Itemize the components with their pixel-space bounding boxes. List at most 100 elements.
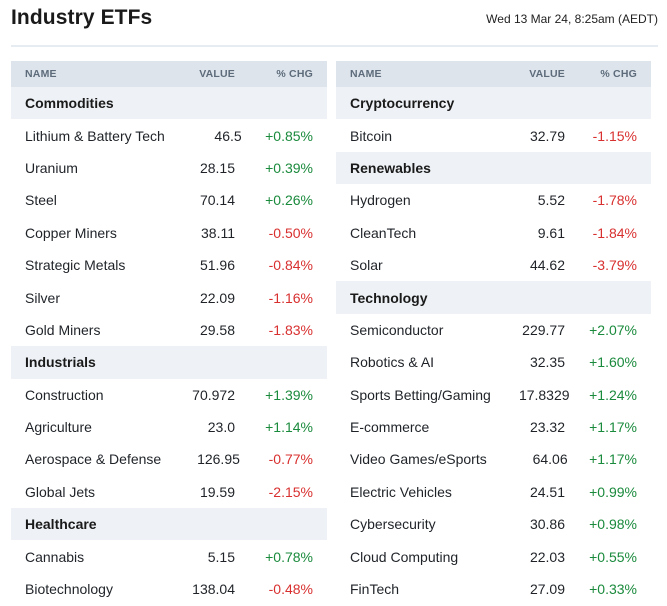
etf-value: 5.15 bbox=[207, 548, 235, 565]
table-row[interactable]: Uranium 28.15 +0.39% bbox=[11, 152, 327, 184]
etf-name[interactable]: Construction bbox=[25, 386, 104, 403]
table-header: NAME VALUE % CHG bbox=[11, 61, 327, 87]
table-row[interactable]: Sports Betting/Gaming 17.8329 +1.24% bbox=[336, 379, 651, 411]
etf-value: 28.15 bbox=[199, 159, 235, 176]
etf-name[interactable]: Steel bbox=[25, 192, 57, 209]
table-row[interactable]: Bitcoin 32.79 -1.15% bbox=[336, 119, 651, 151]
etf-change: +1.60% bbox=[589, 354, 637, 371]
etf-name[interactable]: Sports Betting/Gaming bbox=[350, 386, 491, 403]
etf-change: +1.24% bbox=[589, 386, 637, 403]
etf-name[interactable]: Silver bbox=[25, 289, 61, 306]
table-row[interactable]: Copper Miners 38.11 -0.50% bbox=[11, 217, 327, 249]
table-row[interactable]: Electric Vehicles 24.51 +0.99% bbox=[336, 476, 651, 508]
etf-name[interactable]: FinTech bbox=[350, 581, 400, 598]
etf-change: -0.48% bbox=[268, 581, 313, 598]
table-row[interactable]: Agriculture 23.0 +1.14% bbox=[11, 411, 327, 443]
etf-name[interactable]: Electric Vehicles bbox=[350, 483, 452, 500]
table-row[interactable]: Hydrogen 5.52 -1.78% bbox=[336, 184, 651, 216]
etf-value: 9.61 bbox=[537, 224, 565, 241]
etf-change: -2.15% bbox=[268, 483, 313, 500]
etf-name[interactable]: Solar bbox=[350, 257, 383, 274]
table-row[interactable]: Biotechnology 138.04 -0.48% bbox=[11, 573, 327, 605]
etf-value: 126.95 bbox=[197, 451, 240, 468]
table-row[interactable]: Semiconductor 229.77 +2.07% bbox=[336, 314, 651, 346]
etf-name[interactable]: Cannabis bbox=[25, 548, 85, 565]
table-row[interactable]: Robotics & AI 32.35 +1.60% bbox=[336, 346, 651, 378]
table-row[interactable]: Aerospace & Defense 126.95 -0.77% bbox=[11, 443, 327, 475]
column-name-header[interactable]: NAME bbox=[25, 68, 57, 80]
etf-value: 29.58 bbox=[199, 321, 235, 338]
etf-name[interactable]: Semiconductor bbox=[350, 321, 444, 338]
etf-name[interactable]: Video Games/eSports bbox=[350, 451, 487, 468]
etf-value: 19.59 bbox=[199, 483, 235, 500]
table-row[interactable]: Solar 44.62 -3.79% bbox=[336, 249, 651, 281]
table-row[interactable]: Global Jets 19.59 -2.15% bbox=[11, 476, 327, 508]
group-header-row: Healthcare bbox=[11, 508, 327, 541]
group-title: Cryptocurrency bbox=[350, 95, 455, 112]
etf-value: 70.14 bbox=[199, 192, 235, 209]
table-header: NAME VALUE % CHG bbox=[336, 61, 651, 87]
etf-value: 27.09 bbox=[529, 581, 565, 598]
table-body: Commodities Lithium & Battery Tech 46.5 +0.… bbox=[11, 87, 327, 605]
table-row[interactable]: FinTech 27.09 +0.33% bbox=[336, 573, 651, 605]
column-name-header[interactable]: NAME bbox=[350, 68, 382, 80]
etf-value: 51.96 bbox=[199, 257, 235, 274]
table-row[interactable]: Lithium & Battery Tech 46.5 +0.85% bbox=[11, 119, 327, 151]
etf-name[interactable]: Lithium & Battery Tech bbox=[25, 127, 165, 144]
etf-name[interactable]: E-commerce bbox=[350, 419, 430, 436]
column-change-header[interactable]: % CHG bbox=[276, 68, 313, 80]
column-value-header[interactable]: VALUE bbox=[199, 68, 235, 80]
table-row[interactable]: Strategic Metals 51.96 -0.84% bbox=[11, 249, 327, 281]
etf-name[interactable]: Agriculture bbox=[25, 419, 92, 436]
table-row[interactable]: Silver 22.09 -1.16% bbox=[11, 281, 327, 313]
etf-value: 23.32 bbox=[529, 419, 565, 436]
etf-name[interactable]: Robotics & AI bbox=[350, 354, 435, 371]
etf-name[interactable]: CleanTech bbox=[350, 224, 417, 241]
group-header-row: Commodities bbox=[11, 87, 327, 120]
etf-name[interactable]: Gold Miners bbox=[25, 321, 101, 338]
etf-name[interactable]: Strategic Metals bbox=[25, 257, 126, 274]
group-header-row: Renewables bbox=[336, 151, 651, 185]
header-divider bbox=[11, 45, 658, 47]
etf-change: -0.84% bbox=[268, 257, 313, 274]
etf-change: +0.26% bbox=[265, 192, 313, 209]
table-row[interactable]: Cannabis 5.15 +0.78% bbox=[11, 540, 327, 572]
etf-value: 38.11 bbox=[201, 224, 235, 241]
etf-name[interactable]: Aerospace & Defense bbox=[25, 451, 162, 468]
table-row[interactable]: Video Games/eSports 64.06 +1.17% bbox=[336, 443, 651, 475]
column-value-header[interactable]: VALUE bbox=[529, 68, 565, 80]
etf-name[interactable]: Biotechnology bbox=[25, 581, 113, 598]
etf-table-right: NAME VALUE % CHG Cryptocurrency Bitcoin 32… bbox=[336, 61, 651, 605]
etf-name[interactable]: Uranium bbox=[25, 159, 78, 176]
etf-name[interactable]: Copper Miners bbox=[25, 224, 117, 241]
table-row[interactable]: CleanTech 9.61 -1.84% bbox=[336, 217, 651, 249]
etf-value: 46.5 bbox=[214, 127, 242, 144]
etf-change: +1.14% bbox=[265, 419, 313, 436]
etf-change: +1.39% bbox=[265, 386, 313, 403]
etf-change: +0.33% bbox=[589, 581, 637, 598]
page-header: Industry ETFs Wed 13 Mar 24, 8:25am (AED… bbox=[0, 0, 667, 47]
etf-value: 24.51 bbox=[529, 483, 565, 500]
page-title: Industry ETFs bbox=[11, 6, 153, 29]
table-row[interactable]: Steel 70.14 +0.26% bbox=[11, 184, 327, 216]
table-row[interactable]: Gold Miners 29.58 -1.83% bbox=[11, 314, 327, 346]
etf-name[interactable]: Global Jets bbox=[25, 483, 96, 500]
group-title: Healthcare bbox=[25, 516, 97, 533]
table-row[interactable]: Cloud Computing 22.03 +0.55% bbox=[336, 540, 651, 572]
etf-name[interactable]: Bitcoin bbox=[350, 127, 393, 144]
etf-change: -1.83% bbox=[268, 321, 313, 338]
etf-value: 17.8329 bbox=[518, 386, 570, 403]
etf-name[interactable]: Cybersecurity bbox=[350, 516, 436, 533]
etf-change: +0.78% bbox=[265, 548, 313, 565]
etf-name[interactable]: Hydrogen bbox=[350, 192, 411, 209]
etf-table-left: NAME VALUE % CHG Commodities Lithium & Ba… bbox=[11, 61, 327, 605]
etf-change: -0.50% bbox=[268, 224, 313, 241]
table-row[interactable]: Cybersecurity 30.86 +0.98% bbox=[336, 508, 651, 540]
etf-change: +0.55% bbox=[589, 548, 637, 565]
column-change-header[interactable]: % CHG bbox=[600, 68, 637, 80]
table-row[interactable]: Construction 70.972 +1.39% bbox=[11, 379, 327, 411]
table-row[interactable]: E-commerce 23.32 +1.17% bbox=[336, 411, 651, 443]
group-title: Technology bbox=[350, 289, 428, 306]
etf-name[interactable]: Cloud Computing bbox=[350, 548, 459, 565]
group-header-row: Technology bbox=[336, 281, 651, 314]
